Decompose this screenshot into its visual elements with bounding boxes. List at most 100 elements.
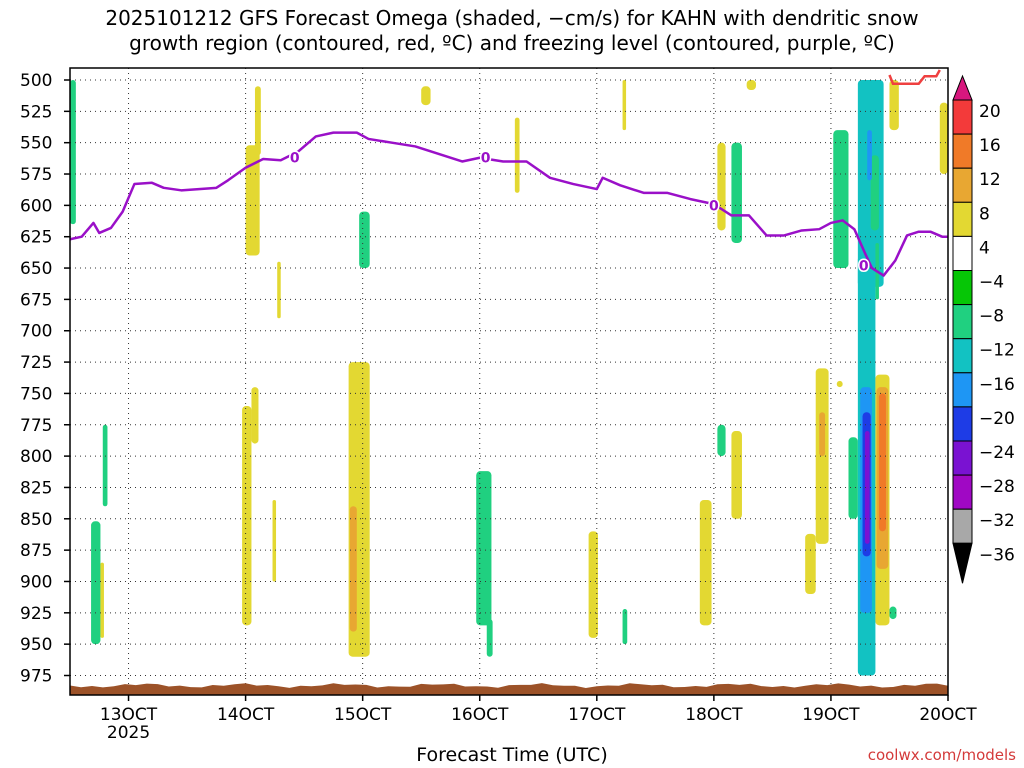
omega-region <box>277 261 281 319</box>
colorbar: 20 16 12 8 4 −4 −8 −12 −16 −20 −24 −28 −32 −36 <box>952 74 1015 584</box>
x-tick-label: 20OCT <box>919 705 977 725</box>
omega-region <box>622 80 627 131</box>
credit-link[interactable]: coolwx.com/models <box>867 746 1016 764</box>
omega-region <box>848 437 858 519</box>
colorbar-swatch <box>952 133 973 169</box>
colorbar-tick-label: 4 <box>979 238 990 258</box>
colorbar-tick-label: 16 <box>979 136 1001 156</box>
omega-region <box>731 431 742 519</box>
colorbar-swatch <box>952 270 973 306</box>
omega-region <box>833 130 849 269</box>
y-tick-label: 650 <box>20 259 52 279</box>
colorbar-tick-label: −32 <box>979 511 1015 531</box>
omega-region <box>746 80 757 91</box>
colorbar-swatch <box>952 440 973 476</box>
chart-title-line1: 2025101212 GFS Forecast Omega (shaded, −… <box>105 6 919 30</box>
omega-region <box>245 145 260 256</box>
omega-region <box>864 431 870 544</box>
x-tick-label: 16OCT <box>451 705 509 725</box>
omega-region <box>421 86 431 106</box>
omega-region <box>805 533 816 595</box>
omega-region <box>889 606 897 620</box>
colorbar-tick-label: −24 <box>979 443 1015 463</box>
freezing-level-line <box>69 131 948 277</box>
omega-region <box>889 80 899 131</box>
y-tick-label: 500 <box>20 71 52 91</box>
y-tick-label: 575 <box>20 165 52 185</box>
y-tick-label: 850 <box>20 510 52 530</box>
y-tick-label: 600 <box>20 196 52 216</box>
colorbar-bottom-arrow <box>952 542 973 584</box>
colorbar-tick-label: −8 <box>979 307 1004 327</box>
colorbar-tick-label: −4 <box>979 273 1004 293</box>
omega-region <box>486 619 493 657</box>
x-tick-label: 15OCT <box>334 705 392 725</box>
omega-region <box>870 155 879 231</box>
omega-region <box>254 86 261 156</box>
omega-region <box>359 211 370 269</box>
omega-region <box>622 609 628 645</box>
x-tick-label: 14OCT <box>217 705 275 725</box>
colorbar-tick-label: 8 <box>979 204 990 224</box>
colorbar-tick-label: −12 <box>979 341 1015 361</box>
omega-region <box>815 368 829 544</box>
omega-region <box>819 412 826 457</box>
omega-region <box>349 506 357 632</box>
colorbar-tick-label: 20 <box>979 102 1001 122</box>
x-axis-label: Forecast Time (UTC) <box>416 744 608 766</box>
colorbar-swatch <box>952 304 973 340</box>
freezing-level-label: 0 <box>290 151 300 167</box>
colorbar-swatch <box>952 406 973 442</box>
omega-region <box>100 562 104 638</box>
omega-region <box>102 424 108 507</box>
y-tick-label: 925 <box>20 604 52 624</box>
omega-region <box>867 130 872 181</box>
y-tick-label: 525 <box>20 102 52 122</box>
freezing-level-label: 0 <box>481 151 491 167</box>
colorbar-tick-label: −20 <box>979 409 1015 429</box>
omega-shading <box>70 80 948 676</box>
colorbar-swatch <box>952 474 973 510</box>
chart-title: 2025101212 GFS Forecast Omega (shaded, −… <box>0 6 1024 56</box>
omega-region <box>242 405 252 626</box>
omega-region <box>588 531 598 638</box>
omega-region <box>878 393 886 532</box>
omega-region <box>699 499 712 626</box>
colorbar-tick-label: −36 <box>979 545 1015 565</box>
y-tick-label: 550 <box>20 134 52 154</box>
omega-region <box>717 142 726 231</box>
omega-region <box>514 117 520 193</box>
y-tick-label: 625 <box>20 228 52 248</box>
chart-title-line2: growth region (contoured, red, ºC) and f… <box>129 31 895 55</box>
y-tick-label: 750 <box>20 384 52 404</box>
y-tick-label: 700 <box>20 322 52 342</box>
y-tick-label: 800 <box>20 447 52 467</box>
terrain-band <box>70 683 948 695</box>
omega-region <box>251 387 259 444</box>
x-tick-label: 19OCT <box>802 705 860 725</box>
colorbar-tick-label: 12 <box>979 170 1001 190</box>
colorbar-swatch <box>952 99 973 135</box>
omega-region <box>70 80 76 225</box>
omega-region <box>939 102 948 175</box>
x-tick-label: 13OCT <box>100 705 158 725</box>
colorbar-swatch <box>952 201 973 237</box>
freezing-level-label: 0 <box>859 259 869 275</box>
colorbar-tick-label: −16 <box>979 375 1015 395</box>
colorbar-swatch <box>952 167 973 203</box>
y-tick-label: 725 <box>20 353 52 373</box>
dgz-contour-line <box>888 69 941 86</box>
x-tick-label: 18OCT <box>685 705 743 725</box>
omega-region <box>717 424 726 457</box>
y-tick-label: 675 <box>20 290 52 310</box>
colorbar-swatch <box>952 338 973 374</box>
x-tick-label: 17OCT <box>568 705 626 725</box>
freezing-level-label: 0 <box>709 198 719 214</box>
omega-region <box>476 471 492 626</box>
colorbar-top-arrow <box>952 74 973 101</box>
plot-frame <box>69 67 949 696</box>
y-tick-label: 825 <box>20 478 52 498</box>
y-tick-label: 900 <box>20 572 52 592</box>
colorbar-tick-label: −28 <box>979 477 1015 497</box>
